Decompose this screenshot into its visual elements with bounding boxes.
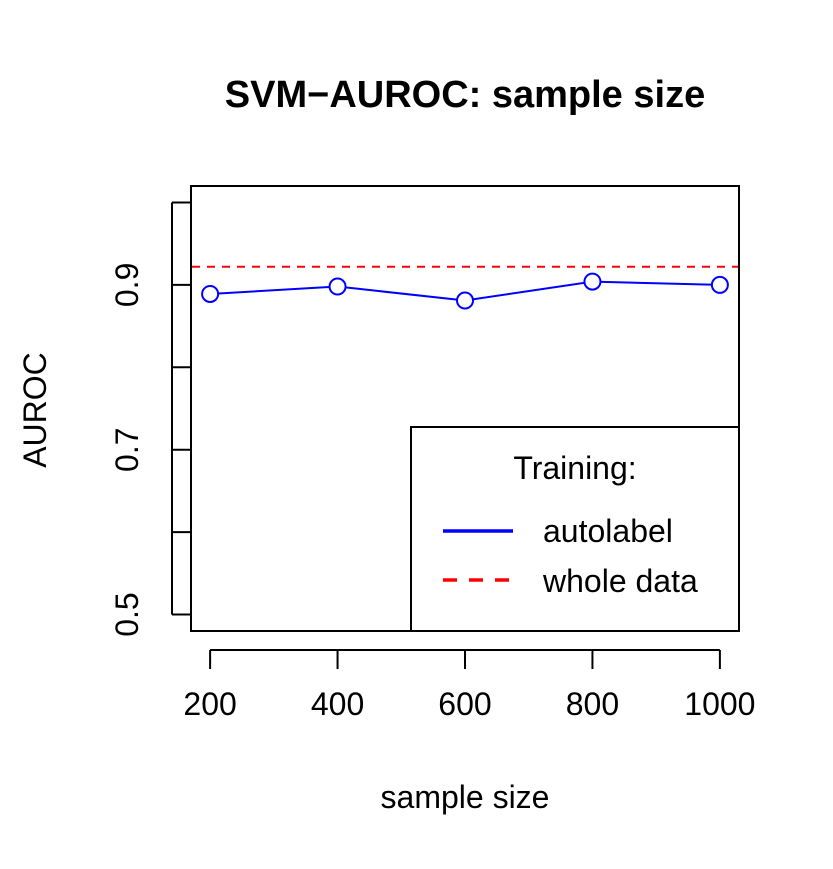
- data-point: [710, 275, 729, 294]
- legend-title: Training:: [513, 450, 636, 486]
- y-tick-label: 0.5: [109, 592, 145, 636]
- y-axis-label: AUROC: [17, 352, 53, 468]
- x-tick-label: 800: [566, 686, 619, 722]
- data-point: [328, 277, 347, 296]
- y-axis: 0.5 0.7 0.9: [109, 201, 191, 637]
- series-layer: [201, 272, 729, 310]
- legend-label-whole-data: whole data: [542, 563, 698, 599]
- data-point: [583, 272, 602, 291]
- y-tick-label: 0.7: [109, 427, 145, 471]
- data-point: [456, 291, 474, 310]
- chart-title: SVM−AUROC: sample size: [225, 74, 705, 116]
- legend-label-autolabel: autolabel: [543, 513, 673, 549]
- legend-box: [410, 426, 740, 632]
- legend: Training: autolabel whole data: [410, 426, 740, 632]
- x-axis-label: sample size: [381, 779, 550, 815]
- x-tick-label: 400: [311, 686, 364, 722]
- x-tick-label: 1000: [684, 686, 755, 722]
- x-tick-label: 600: [438, 686, 491, 722]
- y-tick-label: 0.9: [109, 263, 145, 307]
- x-tick-label: 200: [183, 686, 236, 722]
- data-point: [201, 284, 220, 303]
- x-axis: 200 400 600 800 1000: [183, 649, 755, 722]
